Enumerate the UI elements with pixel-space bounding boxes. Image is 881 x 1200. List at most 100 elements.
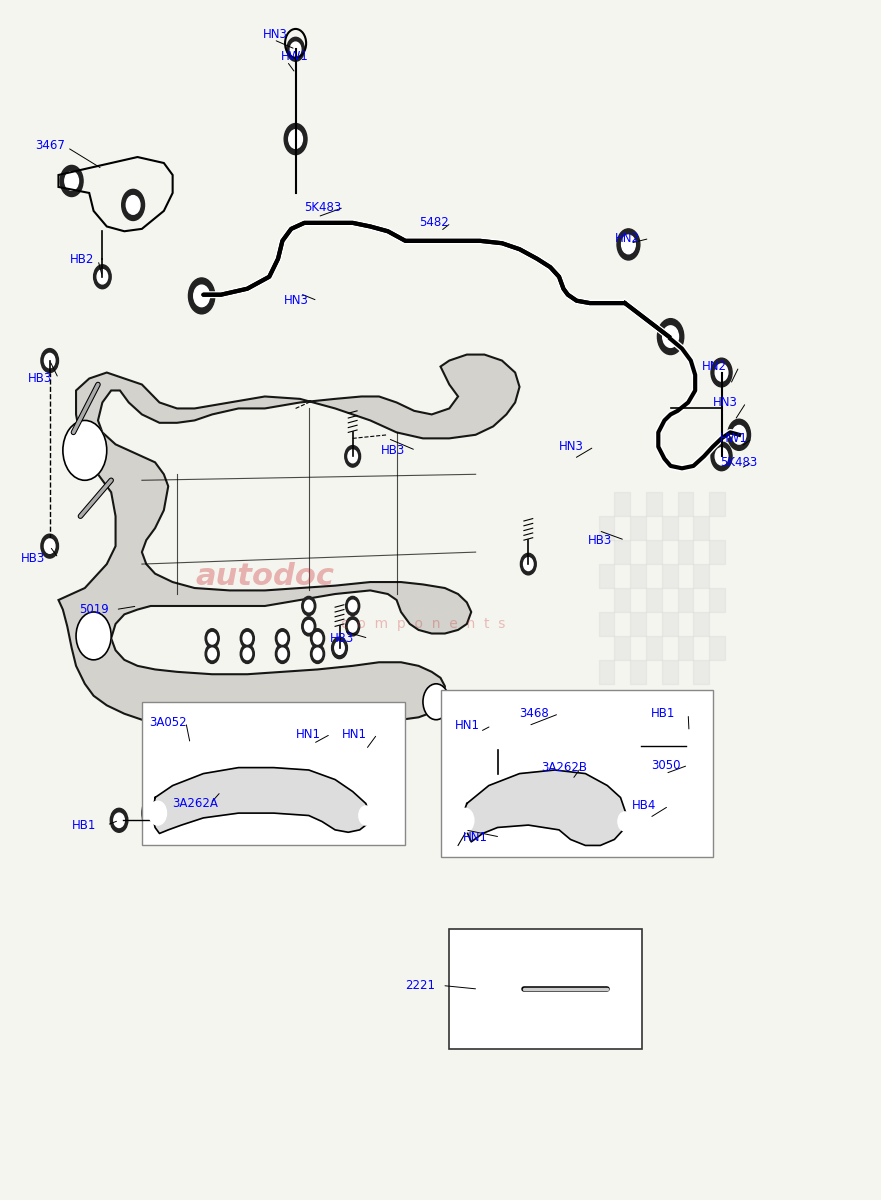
Bar — [614, 588, 630, 612]
Bar — [693, 564, 709, 588]
Bar — [598, 516, 614, 540]
Circle shape — [728, 419, 751, 450]
Circle shape — [243, 648, 251, 660]
Text: 3A052: 3A052 — [149, 715, 187, 728]
Circle shape — [241, 644, 255, 664]
Circle shape — [349, 600, 357, 612]
Circle shape — [205, 644, 219, 664]
Circle shape — [482, 704, 514, 748]
Text: HB2: HB2 — [70, 253, 94, 266]
Text: 5019: 5019 — [78, 604, 108, 616]
Circle shape — [310, 644, 324, 664]
Bar — [677, 636, 693, 660]
Circle shape — [114, 814, 124, 828]
Circle shape — [310, 629, 324, 648]
Text: HN2: HN2 — [702, 360, 727, 373]
Circle shape — [521, 553, 537, 575]
Circle shape — [636, 815, 646, 828]
Circle shape — [305, 620, 313, 632]
Text: HB1: HB1 — [71, 818, 96, 832]
Bar — [677, 588, 693, 612]
Bar — [662, 612, 677, 636]
Bar — [598, 564, 614, 588]
Circle shape — [208, 632, 217, 644]
Circle shape — [63, 420, 107, 480]
Circle shape — [126, 196, 140, 215]
Circle shape — [76, 612, 111, 660]
Circle shape — [44, 539, 55, 553]
Circle shape — [480, 977, 498, 1001]
Circle shape — [655, 786, 664, 797]
Text: 5K483: 5K483 — [304, 200, 342, 214]
Polygon shape — [463, 770, 626, 846]
Circle shape — [732, 426, 746, 444]
Circle shape — [208, 648, 217, 660]
Text: HN1: HN1 — [455, 719, 479, 732]
Circle shape — [633, 811, 648, 833]
Circle shape — [684, 739, 694, 754]
Text: HW1: HW1 — [720, 432, 748, 445]
Text: HB3: HB3 — [588, 534, 612, 547]
Circle shape — [497, 1018, 507, 1032]
Circle shape — [663, 326, 678, 347]
Polygon shape — [58, 354, 520, 722]
Bar — [598, 660, 614, 684]
Bar — [630, 516, 646, 540]
Circle shape — [65, 172, 78, 191]
Bar — [709, 540, 725, 564]
Text: 3050: 3050 — [651, 758, 681, 772]
Circle shape — [611, 804, 638, 840]
Bar — [709, 492, 725, 516]
Circle shape — [276, 629, 290, 648]
Bar — [646, 492, 662, 516]
Circle shape — [289, 130, 302, 149]
Circle shape — [488, 713, 507, 739]
Text: HN1: HN1 — [296, 727, 321, 740]
Bar — [646, 588, 662, 612]
Circle shape — [345, 596, 359, 616]
Circle shape — [479, 976, 499, 1002]
Text: HN3: HN3 — [285, 294, 309, 307]
Bar — [662, 564, 677, 588]
Circle shape — [711, 358, 732, 386]
Circle shape — [455, 808, 475, 833]
Circle shape — [148, 800, 167, 826]
Text: 2221: 2221 — [405, 979, 435, 992]
Bar — [449, 929, 642, 1049]
Circle shape — [657, 319, 684, 354]
Circle shape — [291, 42, 301, 56]
Text: HW1: HW1 — [281, 50, 308, 62]
Bar — [440, 690, 713, 858]
Circle shape — [449, 799, 481, 842]
Bar — [662, 660, 677, 684]
Circle shape — [491, 1033, 496, 1040]
Circle shape — [41, 534, 58, 558]
Circle shape — [359, 806, 373, 826]
Circle shape — [489, 1031, 498, 1043]
Circle shape — [301, 596, 315, 616]
Text: HB1: HB1 — [651, 707, 676, 720]
Bar — [630, 660, 646, 684]
Circle shape — [301, 617, 315, 636]
Circle shape — [617, 229, 640, 260]
Text: 5482: 5482 — [419, 216, 449, 229]
Circle shape — [489, 714, 507, 738]
Circle shape — [349, 620, 357, 632]
Circle shape — [278, 632, 286, 644]
Circle shape — [241, 629, 255, 648]
Circle shape — [97, 270, 107, 284]
Text: HN3: HN3 — [559, 440, 584, 454]
Circle shape — [715, 448, 728, 464]
Circle shape — [60, 166, 83, 197]
Circle shape — [335, 642, 344, 654]
Bar — [646, 540, 662, 564]
Circle shape — [243, 632, 251, 644]
Text: HB3: HB3 — [27, 372, 52, 385]
Text: 3A262A: 3A262A — [173, 797, 218, 810]
Circle shape — [276, 644, 290, 664]
Circle shape — [715, 364, 728, 382]
Circle shape — [344, 445, 360, 467]
Circle shape — [142, 792, 174, 835]
Bar — [646, 636, 662, 660]
Text: 3A262B: 3A262B — [542, 761, 588, 774]
